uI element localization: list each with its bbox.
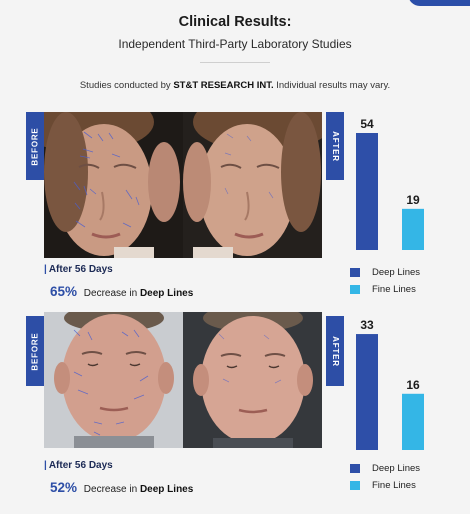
bar-chart: 33 16 <box>338 312 462 462</box>
result-decrease: Decrease in <box>81 484 140 495</box>
result-text: 52% Decrease in Deep Lines <box>50 480 193 495</box>
after-tab: AFTER <box>326 112 344 180</box>
before-photo <box>44 112 183 258</box>
duration-text: After 56 Days <box>48 460 113 471</box>
corner-decoration <box>408 0 470 6</box>
chart-legend: Deep Lines Fine Lines <box>350 264 420 298</box>
before-after-photos <box>44 312 322 448</box>
bar-chart: 54 19 <box>338 112 462 262</box>
swatch-deep-icon <box>350 268 360 277</box>
result-percent: 52% <box>50 480 78 495</box>
legend-label-fine: Fine Lines <box>372 284 416 295</box>
divider <box>200 62 270 63</box>
data-label-deep-lines: 54 <box>360 117 374 131</box>
legend-item-deep: Deep Lines <box>350 264 420 281</box>
after-tab: AFTER <box>326 316 344 386</box>
note-suffix: Individual results may vary. <box>273 80 391 91</box>
legend-item-fine: Fine Lines <box>350 281 420 298</box>
before-photo <box>44 312 183 448</box>
bar-deep-lines <box>356 334 378 450</box>
data-label-fine-lines: 19 <box>406 193 420 207</box>
duration-label: | After 56 Days <box>44 264 113 275</box>
legend-label-fine: Fine Lines <box>372 480 416 491</box>
legend-item-deep: Deep Lines <box>350 460 420 477</box>
result-metric: Deep Lines <box>139 288 194 299</box>
duration-label: | After 56 Days <box>44 460 113 471</box>
swatch-fine-icon <box>350 481 360 490</box>
after-photo <box>183 312 322 448</box>
before-label: BEFORE <box>30 126 40 166</box>
swatch-fine-icon <box>350 285 360 294</box>
legend-label-deep: Deep Lines <box>372 463 421 474</box>
legend-item-fine: Fine Lines <box>350 477 420 494</box>
bar-chart-svg: 54 19 <box>356 117 424 250</box>
swatch-deep-icon <box>350 464 360 473</box>
bar-chart-svg: 33 16 <box>356 318 424 450</box>
bar-deep-lines <box>356 133 378 250</box>
accent-bar-icon: | <box>44 264 47 275</box>
page-title: Clinical Results: <box>178 14 292 30</box>
before-tab: BEFORE <box>26 112 44 180</box>
bar-fine-lines <box>402 208 424 250</box>
result-decrease: Decrease in <box>81 288 140 299</box>
after-photo <box>183 112 322 258</box>
note-company: ST&T RESEARCH INT. <box>173 80 274 91</box>
bar-fine-lines <box>402 393 424 450</box>
note-prefix: Studies conducted by <box>79 80 174 91</box>
duration-text: After 56 Days <box>48 264 113 275</box>
accent-bar-icon: | <box>44 460 47 471</box>
before-tab: BEFORE <box>26 316 44 386</box>
page-subtitle: Independent Third-Party Laboratory Studi… <box>118 37 352 51</box>
legend-label-deep: Deep Lines <box>372 267 421 278</box>
result-text: 65% Decrease in Deep Lines <box>50 284 193 299</box>
result-metric: Deep Lines <box>139 484 194 495</box>
before-label: BEFORE <box>30 331 40 371</box>
before-after-photos <box>44 112 322 258</box>
chart-legend: Deep Lines Fine Lines <box>350 460 420 494</box>
data-label-deep-lines: 33 <box>360 318 374 332</box>
data-label-fine-lines: 16 <box>406 378 420 392</box>
study-note: Studies conducted by ST&T RESEARCH INT. … <box>0 80 470 91</box>
result-percent: 65% <box>50 284 78 299</box>
